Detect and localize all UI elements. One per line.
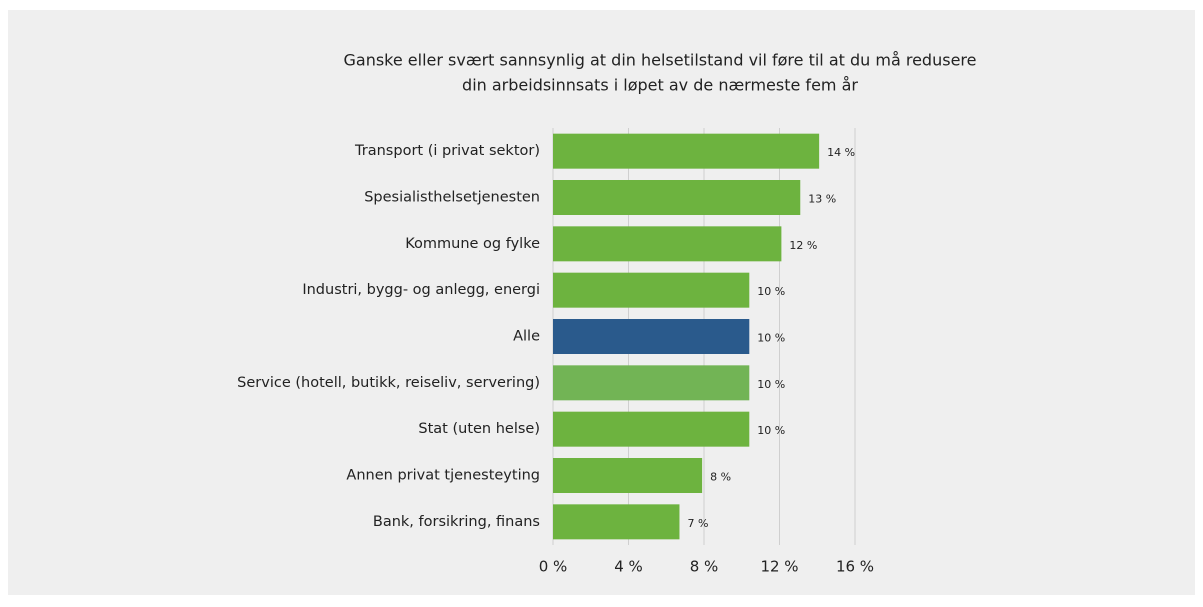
value-label: 13 % (808, 193, 836, 206)
bar (553, 272, 750, 308)
value-label: 7 % (687, 517, 708, 530)
y-tick-label: Industri, bygg- og anlegg, energi (302, 282, 540, 298)
value-label: 12 % (789, 239, 817, 252)
bar (553, 365, 750, 401)
bar (553, 180, 801, 215)
x-tick-label: 12 % (760, 558, 798, 576)
bar (553, 504, 680, 540)
y-tick-label: Kommune og fylke (405, 236, 540, 252)
x-tick-label: 16 % (836, 558, 874, 576)
chart-title: Ganske eller svært sannsynlig at din hel… (344, 51, 977, 70)
y-tick-label: Bank, forsikring, finans (373, 514, 540, 530)
value-label: 10 % (757, 378, 785, 391)
y-tick-label: Stat (uten helse) (418, 421, 540, 437)
x-tick-label: 0 % (539, 558, 568, 576)
y-tick-label: Spesialisthelsetjenesten (364, 190, 540, 206)
y-tick-label: Alle (513, 329, 540, 345)
bar (553, 411, 750, 447)
bar (553, 458, 703, 493)
value-label: 8 % (710, 471, 731, 484)
y-tick-label: Annen privat tjenesteyting (346, 468, 540, 484)
value-label: 14 % (827, 146, 855, 159)
bar (553, 133, 820, 169)
bar (553, 319, 750, 354)
bar (553, 226, 782, 262)
y-tick-label: Service (hotell, butikk, reiseliv, serve… (237, 375, 540, 391)
chart-title: din arbeidsinnsats i løpet av de nærmest… (462, 76, 858, 95)
x-tick-label: 4 % (614, 558, 643, 576)
x-tick-label: 8 % (690, 558, 719, 576)
value-label: 10 % (757, 424, 785, 437)
value-label: 10 % (757, 285, 785, 298)
y-tick-label: Transport (i privat sektor) (354, 143, 540, 159)
value-label: 10 % (757, 332, 785, 345)
